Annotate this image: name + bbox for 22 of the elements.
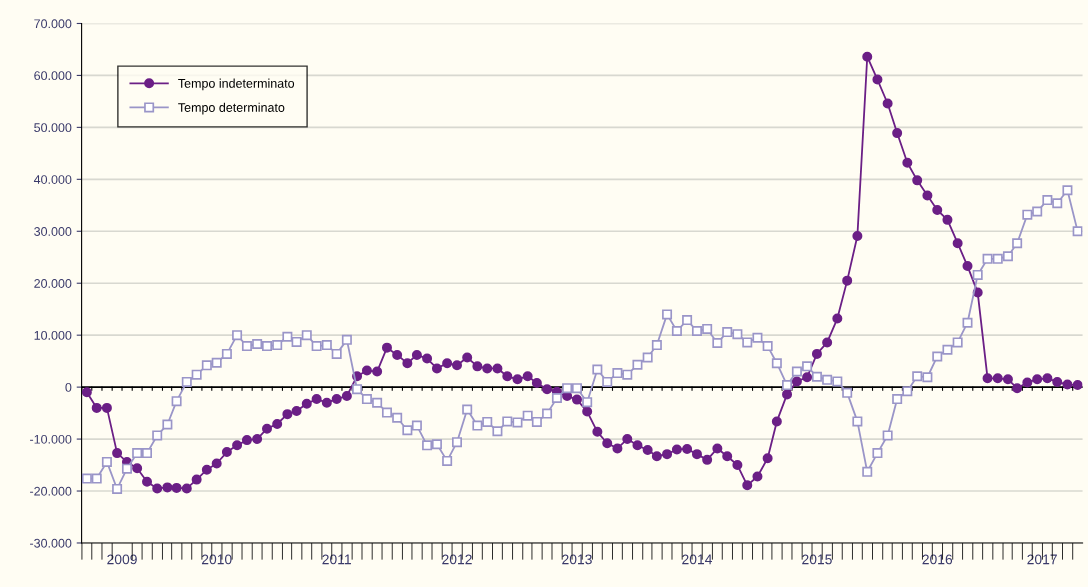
x-tick-label: 2017 bbox=[1027, 554, 1057, 565]
x-tick-label: 2013 bbox=[562, 554, 592, 565]
y-tick-label: 20.000 bbox=[34, 279, 72, 288]
y-tick-label: 0 bbox=[65, 382, 72, 392]
y-tick-label: 30.000 bbox=[34, 227, 72, 236]
y-tick-label: 40.000 bbox=[33, 175, 72, 184]
legend-label: Tempo indeterminato bbox=[178, 78, 295, 91]
y-tick-label: 50.000 bbox=[34, 123, 72, 133]
x-tick-label: 2016 bbox=[922, 554, 953, 565]
y-tick-label: 60.000 bbox=[34, 71, 72, 81]
x-tick-label: 2011 bbox=[322, 554, 351, 565]
y-tick-label: -10.000 bbox=[30, 434, 72, 444]
y-tick-label: -20.000 bbox=[30, 486, 72, 496]
x-tick-label: 2012 bbox=[442, 554, 472, 565]
x-tick-label: 2009 bbox=[107, 554, 137, 565]
legend-label: Tempo determinato bbox=[178, 102, 285, 115]
x-tick-label: 2010 bbox=[201, 554, 232, 565]
y-tick-label: -30.000 bbox=[30, 538, 72, 548]
y-tick-label: 10.000 bbox=[34, 330, 72, 340]
x-tick-label: 2015 bbox=[802, 554, 832, 565]
y-tick-label: 70.000 bbox=[34, 19, 72, 29]
x-tick-label: 2014 bbox=[682, 554, 713, 565]
